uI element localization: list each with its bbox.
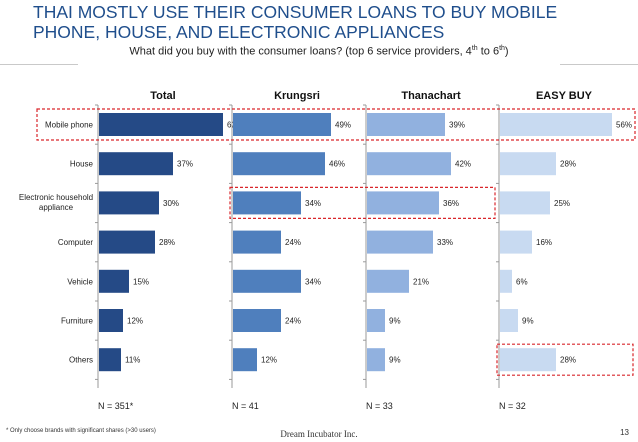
bar	[233, 269, 301, 293]
panel-title: Thanachart	[401, 90, 461, 102]
category-label: Others	[69, 356, 93, 365]
bar-value-label: 24%	[285, 317, 301, 326]
bar	[99, 152, 173, 176]
bar	[99, 191, 159, 215]
bar-value-label: 37%	[177, 160, 193, 169]
bar-value-label: 36%	[443, 199, 459, 208]
bar	[99, 309, 123, 332]
bar-value-label: 12%	[127, 317, 143, 326]
bar	[99, 348, 121, 372]
page-title: THAI MOSTLY USE THEIR CONSUMER LOANS TO …	[33, 2, 558, 42]
bar-value-label: 42%	[455, 160, 471, 169]
category-label: Vehicle	[67, 277, 93, 286]
bar-value-label: 9%	[389, 317, 401, 326]
bar-value-label: 16%	[536, 238, 552, 247]
bar-value-label: 39%	[449, 121, 465, 130]
sample-size-label: N = 351*	[98, 401, 134, 411]
highlight-box-easybuy-others	[496, 343, 634, 376]
separator-left	[0, 64, 78, 65]
bar	[233, 152, 325, 176]
bar-value-label: 11%	[125, 356, 140, 365]
bar-value-label: 25%	[554, 199, 570, 208]
category-label: Furniture	[61, 317, 94, 326]
bar	[367, 152, 451, 176]
sample-size-label: N = 41	[232, 401, 259, 411]
category-label: Electronic household appliance	[19, 193, 93, 212]
bar	[367, 113, 445, 136]
bar	[99, 113, 223, 136]
bar	[500, 269, 512, 293]
footer-company: Dream Incubator Inc.	[280, 429, 358, 439]
bar-value-label: 9%	[522, 317, 534, 326]
bar-value-label: 56%	[616, 121, 632, 130]
bar-value-label: 30%	[163, 199, 179, 208]
bar	[99, 269, 129, 293]
bar-value-label: 15%	[133, 277, 149, 286]
bar	[233, 230, 281, 254]
bar-value-label: 28%	[159, 238, 175, 247]
bar-value-label: 21%	[413, 277, 429, 286]
bar	[500, 152, 556, 176]
bar	[367, 269, 409, 293]
highlight-box-mobile-phone	[36, 108, 636, 141]
bar	[500, 113, 612, 136]
bar	[233, 113, 331, 136]
sample-size-label: N = 32	[499, 401, 526, 411]
bar	[99, 230, 155, 254]
bar-value-label: 34%	[305, 199, 321, 208]
category-label: House	[70, 160, 94, 169]
panel-title: Krungsri	[274, 90, 320, 102]
bar	[233, 309, 281, 332]
sample-size-label: N = 33	[366, 401, 393, 411]
bar	[367, 309, 385, 332]
bar	[500, 230, 532, 254]
bar	[233, 191, 301, 215]
highlight-box-appliance	[229, 186, 496, 219]
footnote: * Only choose brands with significant sh…	[6, 428, 156, 434]
bar-value-label: 24%	[285, 238, 301, 247]
bar	[367, 191, 439, 215]
bar	[367, 348, 385, 372]
bar	[500, 191, 550, 215]
bar-value-label: 46%	[329, 160, 345, 169]
panel-title: EASY BUY	[536, 90, 593, 102]
bar-value-label: 28%	[560, 160, 576, 169]
bar-value-label: 49%	[335, 121, 351, 130]
bar	[500, 348, 556, 372]
bar	[500, 309, 518, 332]
panel-title: Total	[150, 90, 175, 102]
separator-right	[560, 64, 638, 65]
bar-value-label: 9%	[389, 356, 401, 365]
bar-value-label: 28%	[560, 356, 576, 365]
category-label: Computer	[58, 238, 93, 247]
bar-value-label: 12%	[261, 356, 277, 365]
bar-value-label: 6%	[516, 277, 528, 286]
bar-value-label: 33%	[437, 238, 453, 247]
bar	[367, 230, 433, 254]
bar	[233, 348, 257, 372]
page-number: 13	[620, 428, 629, 437]
bar-value-label: 34%	[305, 277, 321, 286]
chart-subtitle: What did you buy with the consumer loans…	[129, 45, 509, 58]
category-label: Mobile phone	[45, 121, 94, 130]
